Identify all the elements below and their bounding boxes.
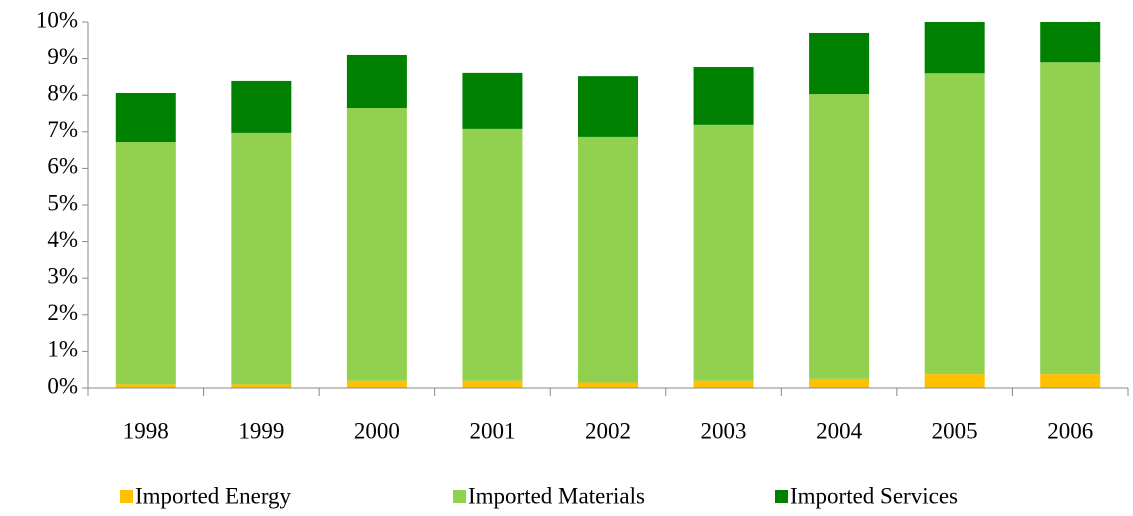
bar-segment: [1040, 22, 1101, 63]
bar-segment: [462, 380, 523, 388]
bar-segment: [1040, 374, 1101, 388]
x-tick-label: 2003: [701, 418, 747, 443]
legend-swatch: [120, 490, 133, 503]
bar-segment: [462, 128, 523, 381]
bar-segment: [924, 73, 985, 375]
y-tick-label: 6%: [47, 154, 78, 179]
y-tick-label: 1%: [47, 337, 78, 362]
y-tick-label: 8%: [47, 80, 78, 105]
x-tick-label: 2000: [354, 418, 400, 443]
legend-label: Imported Materials: [468, 483, 645, 508]
y-tick-label: 10%: [36, 7, 78, 32]
y-tick-label: 3%: [47, 263, 78, 288]
bar-segment: [346, 380, 407, 388]
x-tick-label: 2006: [1047, 418, 1093, 443]
bar-segment: [809, 378, 870, 388]
x-tick-label: 2001: [469, 418, 515, 443]
bar-segment: [693, 380, 754, 388]
bar-segment: [115, 142, 176, 385]
x-tick-label: 2004: [816, 418, 863, 443]
bar-segment: [924, 22, 985, 74]
x-tick-label: 1998: [123, 418, 169, 443]
legend-swatch: [775, 490, 788, 503]
bar-segment: [578, 382, 638, 388]
legend-label: Imported Services: [790, 483, 958, 508]
x-tick-label: 1999: [238, 418, 284, 443]
bar-segment: [231, 384, 292, 388]
legend-label: Imported Energy: [135, 483, 292, 508]
x-tick-label: 2005: [932, 418, 978, 443]
y-tick-label: 4%: [47, 227, 78, 252]
y-tick-label: 5%: [47, 190, 78, 215]
bar-segment: [693, 67, 754, 125]
x-tick-label: 2002: [585, 418, 631, 443]
bar-segment: [809, 94, 870, 379]
bar-segment: [115, 93, 176, 143]
bar-segment: [462, 72, 523, 129]
y-tick-label: 7%: [47, 117, 78, 142]
bar-segment: [924, 374, 985, 388]
bar-segment: [1040, 62, 1101, 375]
bar-segment: [693, 124, 754, 381]
bar-segment: [231, 132, 292, 385]
bar-segment: [115, 384, 176, 388]
bar-segment: [578, 136, 638, 383]
bar-segment: [578, 76, 638, 137]
y-tick-label: 2%: [47, 300, 78, 325]
legend-swatch: [453, 490, 466, 503]
y-tick-label: 0%: [47, 373, 78, 398]
y-tick-label: 9%: [47, 44, 78, 69]
bar-segment: [231, 80, 292, 133]
bar-segment: [346, 108, 407, 381]
bar-segment: [809, 32, 870, 95]
bar-segment: [346, 54, 407, 109]
